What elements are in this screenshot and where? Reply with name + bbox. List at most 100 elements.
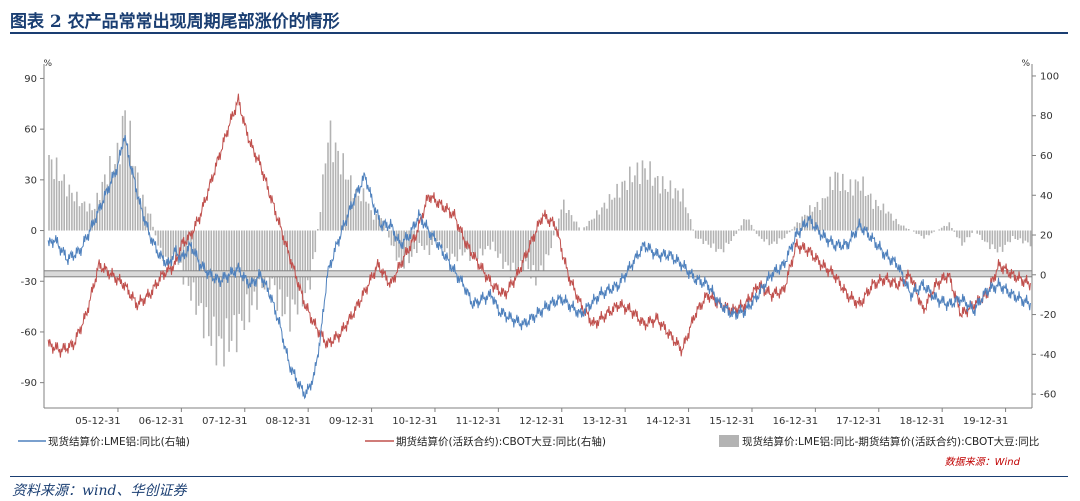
x-tick-label: 10-12-31 <box>392 416 437 427</box>
diff-bar <box>185 230 187 273</box>
left-tick-label: -30 <box>21 277 37 288</box>
diff-bar <box>301 230 304 307</box>
diff-bar <box>210 230 213 346</box>
legend-label-diff: 现货结算价:LME铝:同比-期货结算价(活跃合约):CBOT大豆:同比 <box>742 435 1039 448</box>
diff-bar <box>134 166 137 231</box>
diff-bar <box>258 230 261 280</box>
diff-bar <box>332 162 334 231</box>
diff-bar <box>121 115 124 231</box>
diff-bar <box>410 230 413 257</box>
diff-bar <box>720 230 722 250</box>
diff-bar <box>454 230 456 257</box>
diff-bar <box>157 230 159 246</box>
diff-bar <box>692 229 694 231</box>
diff-bar <box>831 190 834 231</box>
diff-bar <box>223 230 225 367</box>
x-tick-label: 19-12-31 <box>963 416 1008 427</box>
diff-bar <box>793 226 796 231</box>
diff-bar <box>83 201 86 231</box>
data-source-note: 数据来源：Wind <box>944 457 1020 468</box>
diff-bar <box>826 196 829 231</box>
diff-bar <box>740 225 743 231</box>
diff-bar <box>446 230 448 249</box>
legend-label-cbot: 期货结算价(活跃合约):CBOT大豆:同比(右轴) <box>396 435 606 448</box>
figure-title: 图表 2 农产品常常出现周期尾部涨价的情形 <box>10 12 340 32</box>
diff-bar <box>563 199 565 231</box>
diff-bar <box>925 230 928 235</box>
chart-frame: 90 60 30 0 -30 -60 -90% 100 80 60 40 20 0 -20 -40 -60% 0… <box>10 52 1070 470</box>
left-tick-label: 30 <box>24 175 37 186</box>
diff-bar <box>603 202 606 231</box>
diff-bar <box>502 230 504 269</box>
footer-divider <box>10 476 1068 477</box>
diff-bar <box>854 179 857 231</box>
diff-bar <box>758 230 760 237</box>
diff-bar <box>235 230 238 353</box>
diff-bar <box>938 229 940 231</box>
diff-bar <box>170 230 172 270</box>
x-tick-label: 15-12-31 <box>709 416 754 427</box>
diff-bar <box>218 230 220 337</box>
diff-bar <box>915 230 918 234</box>
diff-bar <box>656 176 659 231</box>
diff-bar <box>672 198 674 231</box>
x-tick-label: 12-12-31 <box>519 416 564 427</box>
diff-bar <box>689 219 692 231</box>
diff-bar <box>372 219 375 231</box>
diff-bar <box>519 230 522 261</box>
diff-bar <box>598 214 601 231</box>
diff-bar <box>887 211 890 231</box>
diff-bar <box>205 230 208 308</box>
x-tick-label: 08-12-31 <box>265 416 310 427</box>
diff-bar <box>755 230 758 234</box>
diff-bar <box>494 230 497 252</box>
diff-bar <box>882 203 885 231</box>
diff-bar <box>664 189 667 231</box>
right-tick-label: 0 <box>1040 270 1046 281</box>
diff-bar <box>875 199 877 231</box>
diff-bar <box>768 230 771 246</box>
diff-bar <box>857 181 859 231</box>
right-tick-label: -20 <box>1040 310 1056 321</box>
diff-bar <box>53 179 55 231</box>
diff-bar <box>489 230 492 250</box>
diff-bar <box>829 176 831 231</box>
diff-bar <box>423 230 426 250</box>
diff-bar <box>129 120 131 231</box>
diff-bar <box>816 201 819 231</box>
diff-bar <box>152 226 154 231</box>
diff-bar <box>81 203 83 231</box>
diff-bar <box>390 230 393 246</box>
diff-bar <box>902 225 905 231</box>
diff-bar <box>243 230 246 330</box>
diff-bar <box>456 230 459 262</box>
diff-bar <box>636 162 639 231</box>
diff-bar <box>547 230 550 256</box>
diff-bar <box>953 230 956 232</box>
diff-bar <box>164 230 167 257</box>
diff-bar <box>852 195 854 231</box>
diff-bar <box>928 230 930 236</box>
diff-bar <box>405 230 408 255</box>
diff-bar <box>892 220 895 231</box>
diff-bar <box>1029 230 1032 247</box>
diff-bar <box>393 230 395 247</box>
diff-bar <box>367 203 370 231</box>
diff-bar <box>644 168 646 231</box>
left-tick-label: 60 <box>24 125 37 136</box>
diff-bar <box>791 229 793 231</box>
diff-bar <box>869 193 872 231</box>
diff-bar <box>930 230 933 234</box>
diff-bar <box>1006 230 1009 242</box>
diff-bar <box>750 224 753 231</box>
diff-bar <box>880 210 882 231</box>
diff-bar <box>306 230 309 281</box>
diff-bar <box>268 230 271 290</box>
diff-bar <box>781 230 783 240</box>
diff-bar <box>626 190 628 231</box>
diff-bar <box>971 230 973 233</box>
diff-bar <box>601 207 603 231</box>
diff-bar <box>981 230 984 240</box>
diff-bar <box>733 230 735 237</box>
diff-bar <box>976 230 978 234</box>
